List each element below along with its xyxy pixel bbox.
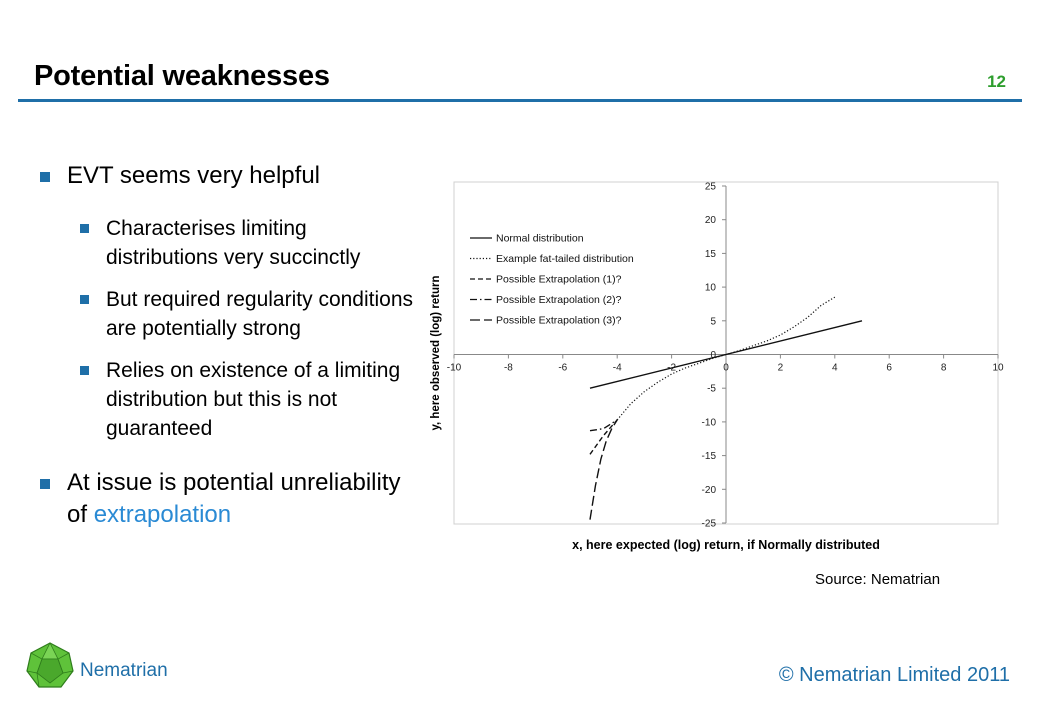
y-tick-label: 15 xyxy=(705,249,717,260)
x-tick-label: -8 xyxy=(504,363,513,374)
bullet-item: At issue is potential unreliability of e… xyxy=(38,467,418,531)
bullet-text: Relies on existence of a limiting distri… xyxy=(106,359,400,440)
bullet-square-icon xyxy=(40,479,50,489)
y-tick-label: -15 xyxy=(702,451,717,462)
bullet-item: EVT seems very helpful xyxy=(38,160,418,192)
extrapolation-link[interactable]: extrapolation xyxy=(94,501,231,528)
y-tick-label: -10 xyxy=(702,417,717,428)
y-tick-label: 25 xyxy=(705,182,717,193)
y-tick-label: 5 xyxy=(710,316,716,327)
y-axis-label: y, here observed (log) return xyxy=(430,275,442,430)
source-note: Source: Nematrian xyxy=(815,571,940,588)
chart: -10 -8 -6 -4 -2 0 2 4 6 8 10 -25 -20 -15 -10 -5 0 5 10 15 20… xyxy=(426,178,1012,556)
x-tick-label: -6 xyxy=(558,363,567,374)
x-tick-label: 2 xyxy=(778,363,784,374)
y-tick-label: 10 xyxy=(705,283,717,294)
y-tick-label: -5 xyxy=(707,384,716,395)
y-tick-label: 0 xyxy=(710,350,716,361)
bullet-square-icon xyxy=(40,172,50,182)
bullet-square-icon xyxy=(80,295,89,304)
x-tick-label: 4 xyxy=(832,363,838,374)
y-tick-label: 20 xyxy=(705,215,717,226)
copyright: © Nematrian Limited 2011 xyxy=(779,664,1010,687)
x-tick-label: 8 xyxy=(941,363,947,374)
bullet-text: But required regularity conditions are p… xyxy=(106,288,413,340)
x-tick-label: -4 xyxy=(613,363,622,374)
x-tick-label: 0 xyxy=(723,363,729,374)
sub-bullet-item: Relies on existence of a limiting distri… xyxy=(38,356,418,443)
legend-label: Possible Extrapolation (1)? xyxy=(496,274,622,286)
y-tick-label: -20 xyxy=(702,485,717,496)
title-rule xyxy=(18,99,1022,102)
sub-bullet-item: But required regularity conditions are p… xyxy=(38,285,418,343)
brand-name: Nematrian xyxy=(80,660,168,682)
x-axis-label: x, here expected (log) return, if Normal… xyxy=(572,538,880,552)
x-tick-label: 10 xyxy=(992,363,1004,374)
sub-bullet-item: Characterises limiting distributions ver… xyxy=(38,214,418,272)
x-tick-label: 6 xyxy=(886,363,892,374)
slide-title: Potential weaknesses xyxy=(34,60,330,93)
legend-label: Possible Extrapolation (3)? xyxy=(496,315,622,327)
legend-label: Possible Extrapolation (2)? xyxy=(496,294,622,306)
y-tick-label: -25 xyxy=(702,519,717,530)
bullet-square-icon xyxy=(80,224,89,233)
bullet-text: Characterises limiting distributions ver… xyxy=(106,217,360,269)
x-tick-label: -10 xyxy=(447,363,462,374)
bullet-square-icon xyxy=(80,366,89,375)
legend-label: Example fat-tailed distribution xyxy=(496,253,634,265)
bullet-list: EVT seems very helpful Characterises lim… xyxy=(38,160,418,553)
legend-label: Normal distribution xyxy=(496,233,584,245)
chart-svg: -10 -8 -6 -4 -2 0 2 4 6 8 10-25-20-15-10-505101520… xyxy=(426,178,1012,556)
nematrian-logo-icon xyxy=(25,641,75,691)
bullet-text: EVT seems very helpful xyxy=(67,162,320,189)
page-number: 12 xyxy=(987,72,1006,92)
